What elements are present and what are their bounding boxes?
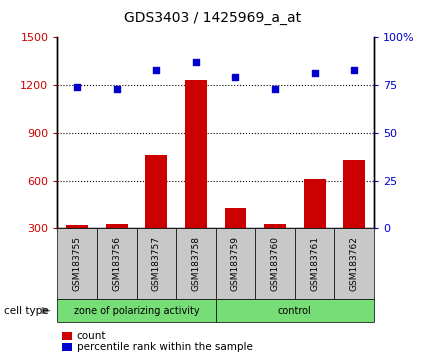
Bar <box>185 80 207 228</box>
Bar <box>304 179 326 228</box>
Bar <box>264 224 286 228</box>
Point <box>74 84 81 90</box>
Text: GSM183761: GSM183761 <box>310 236 319 291</box>
Point <box>153 67 160 73</box>
Text: control: control <box>278 306 312 316</box>
Bar <box>66 225 88 228</box>
Text: GSM183756: GSM183756 <box>112 236 121 291</box>
Point <box>272 86 278 92</box>
Point <box>193 59 199 65</box>
Text: GSM183760: GSM183760 <box>271 236 280 291</box>
Text: GDS3403 / 1425969_a_at: GDS3403 / 1425969_a_at <box>124 11 301 25</box>
Text: GSM183755: GSM183755 <box>73 236 82 291</box>
Bar <box>106 224 128 228</box>
Text: cell type: cell type <box>4 306 49 316</box>
Point <box>351 67 357 73</box>
Point <box>232 74 239 80</box>
Text: GSM183762: GSM183762 <box>350 236 359 291</box>
Bar <box>145 155 167 228</box>
Text: count: count <box>76 331 106 341</box>
Point <box>113 86 120 92</box>
Bar <box>343 160 365 228</box>
Text: GSM183757: GSM183757 <box>152 236 161 291</box>
Text: GSM183759: GSM183759 <box>231 236 240 291</box>
Bar <box>224 207 246 228</box>
Text: zone of polarizing activity: zone of polarizing activity <box>74 306 199 316</box>
Text: percentile rank within the sample: percentile rank within the sample <box>76 342 252 352</box>
Point <box>311 71 318 76</box>
Text: GSM183758: GSM183758 <box>191 236 201 291</box>
